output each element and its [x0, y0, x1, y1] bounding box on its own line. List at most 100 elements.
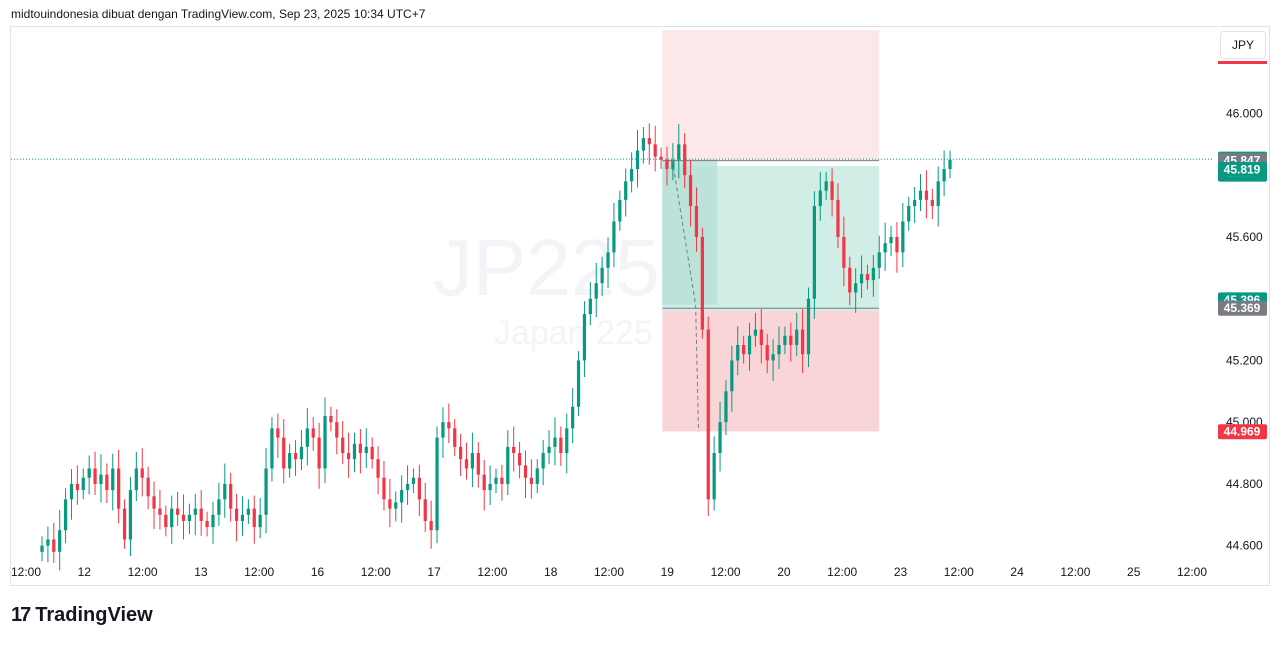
candle-body [753, 329, 758, 336]
candle-body [859, 273, 864, 284]
candle-body [252, 508, 256, 528]
candle-body [246, 508, 250, 515]
candle-body [948, 159, 952, 170]
candle-body [40, 545, 44, 552]
candle-body [258, 514, 262, 528]
candle-body [305, 428, 309, 447]
candle-body [901, 221, 905, 253]
projection-path [671, 159, 700, 432]
candle-body [889, 236, 893, 244]
price-label: 45.369 [1218, 300, 1267, 316]
stop-zone [662, 311, 880, 432]
candle-body [69, 483, 74, 500]
candle-body [81, 477, 85, 491]
candle-body [323, 415, 327, 469]
x-tick-label: 24 [1010, 565, 1024, 579]
candle-body [234, 508, 239, 521]
x-tick-label: 17 [427, 565, 441, 579]
price-labels: 45.85225:0945.84745.81945.39645.36944.96… [1218, 151, 1267, 440]
candle-body [582, 314, 587, 361]
candle-body [700, 236, 704, 330]
x-tick-label: 13 [194, 565, 208, 579]
candle-body [588, 298, 592, 315]
candle-body [795, 329, 799, 345]
price-label-value: 44.969 [1224, 425, 1261, 439]
candle-body [376, 459, 380, 478]
candle-body [565, 428, 569, 454]
candle-body [576, 360, 581, 407]
candle-body [541, 453, 545, 469]
candle-body [789, 335, 793, 345]
candle-body [712, 453, 716, 500]
price-label-box [1218, 161, 1267, 177]
x-tick-label: 12 [78, 565, 92, 579]
candle-body [883, 243, 887, 253]
candle-body [264, 468, 268, 515]
currency-button[interactable]: JPY [1220, 31, 1266, 59]
candle-body [759, 329, 763, 345]
candle-body [411, 477, 416, 484]
candle-body [470, 453, 475, 469]
candle-body [535, 468, 539, 484]
candle-body [128, 490, 133, 540]
candle-body [388, 499, 392, 509]
candle-body [152, 496, 156, 509]
candle-body [441, 422, 445, 438]
candle-body [311, 428, 315, 438]
candle-body [918, 190, 923, 200]
candle-body [706, 329, 710, 500]
candle-body [653, 144, 657, 157]
candle-body [559, 437, 563, 454]
candle-body [629, 169, 634, 182]
candle-body [63, 499, 68, 531]
y-tick-label: 45.200 [1226, 353, 1263, 367]
candle-body [771, 354, 775, 361]
x-tick-label: 12:00 [594, 565, 624, 579]
candle-body [329, 415, 333, 423]
candle-body [612, 221, 616, 253]
candle-body [942, 169, 946, 182]
candle-body [181, 514, 186, 521]
candle-body [824, 181, 828, 191]
x-tick-label: 19 [661, 565, 675, 579]
candle-body [777, 344, 781, 355]
candle-body [895, 236, 899, 253]
chart-frame[interactable] [10, 26, 1270, 586]
position-tool [662, 30, 880, 432]
currency-indicator [1218, 61, 1267, 64]
candle-body [936, 181, 940, 207]
candle-body [364, 446, 368, 454]
candle-body [346, 453, 351, 460]
candle-body [635, 150, 640, 170]
candle-body [488, 483, 492, 491]
candle-body [523, 465, 528, 478]
candle-body [571, 406, 575, 429]
candle-body [647, 138, 651, 145]
candle-body [370, 446, 374, 460]
candle-body [865, 273, 870, 281]
candle-body [52, 539, 56, 552]
candle-body [417, 477, 421, 500]
y-tick-label: 46.000 [1226, 106, 1263, 120]
candle-body [394, 502, 398, 509]
x-tick-label: 12:00 [477, 565, 507, 579]
candle-body [665, 159, 669, 170]
candle-body [594, 283, 598, 299]
candle-body [299, 446, 304, 460]
candle-body [158, 508, 162, 515]
candle-body [276, 428, 280, 438]
candle-body [671, 159, 675, 170]
candle-body [500, 477, 504, 484]
candle-body [170, 508, 174, 528]
candle-body [193, 508, 197, 515]
tradingview-logo[interactable]: 17 TradingView [11, 604, 153, 627]
candle-body [553, 437, 557, 447]
candle-body [352, 443, 357, 460]
candle-body [122, 508, 127, 540]
candle-body [46, 539, 50, 546]
candle-body [742, 344, 746, 355]
candle-body [105, 474, 109, 491]
candle-body [435, 437, 439, 531]
candle-body [87, 468, 91, 478]
